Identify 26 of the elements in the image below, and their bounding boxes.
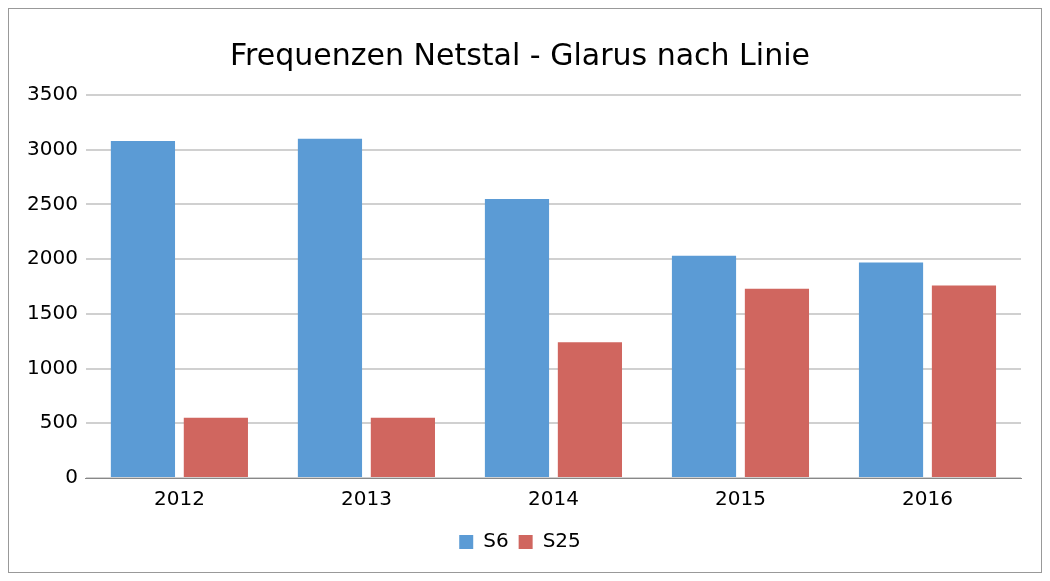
legend-label: S25 bbox=[542, 528, 581, 553]
bar bbox=[484, 198, 550, 477]
y-tick-label: 3000 bbox=[26, 135, 78, 160]
bar bbox=[931, 285, 997, 477]
y-tick-label: 1000 bbox=[26, 354, 78, 379]
y-tick-label: 2500 bbox=[26, 190, 78, 215]
bar bbox=[671, 255, 737, 477]
bar bbox=[297, 138, 363, 477]
x-tick-label: 2014 bbox=[528, 486, 579, 511]
bar bbox=[744, 288, 810, 477]
bar bbox=[110, 140, 176, 477]
legend-label: S6 bbox=[483, 528, 509, 553]
y-tick-label: 500 bbox=[39, 409, 78, 434]
x-tick-label: 2016 bbox=[902, 486, 953, 511]
bar bbox=[370, 417, 435, 477]
y-tick-label: 1500 bbox=[26, 300, 78, 325]
x-tick-label: 2012 bbox=[153, 486, 205, 511]
y-tick-label: 2000 bbox=[26, 245, 78, 270]
chart-title: Frequenzen Netstal - Glarus nach Linie bbox=[230, 36, 810, 72]
x-tick-label: 2015 bbox=[715, 486, 766, 511]
x-tick-label: 2013 bbox=[340, 486, 392, 511]
y-tick-label: 3500 bbox=[26, 81, 78, 106]
bar bbox=[858, 262, 924, 477]
bar bbox=[183, 417, 248, 477]
y-tick-label: 0 bbox=[65, 464, 78, 489]
bar bbox=[557, 342, 623, 477]
